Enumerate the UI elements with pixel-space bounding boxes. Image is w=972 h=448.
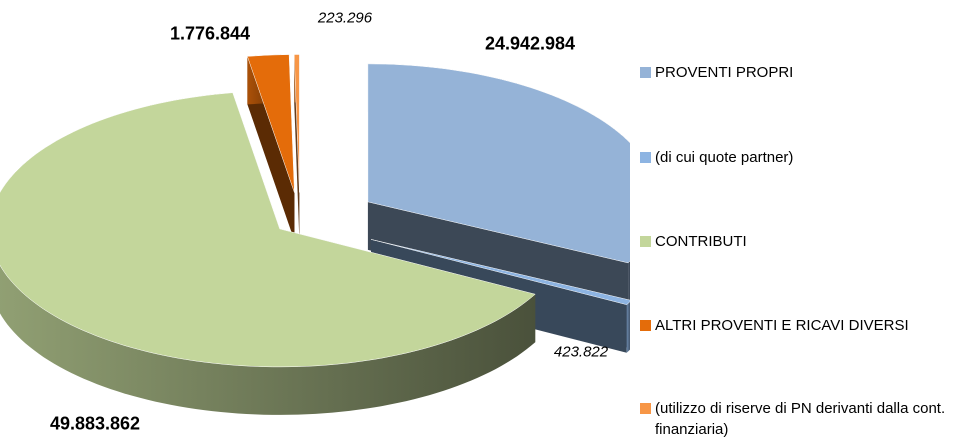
data-label: 49.883.862 xyxy=(49,413,141,434)
legend-label: CONTRIBUTI xyxy=(655,233,747,250)
pie-area xyxy=(0,54,630,415)
data-label: 423.822 xyxy=(553,343,609,361)
legend-swatch xyxy=(640,403,651,414)
data-label: 24.942.984 xyxy=(484,33,576,54)
legend-label: (utilizzo di riserve di PN derivanti dal… xyxy=(655,400,946,438)
legend-label: ALTRI PROVENTI E RICAVI DIVERSI xyxy=(655,317,909,334)
legend-label: (di cui quote partner) xyxy=(655,149,794,166)
slice xyxy=(0,92,536,368)
legend-label: PROVENTI PROPRI xyxy=(655,64,794,81)
legend-swatch xyxy=(640,67,651,78)
slice xyxy=(367,63,630,264)
legend-swatch xyxy=(640,152,651,163)
legend-item: CONTRIBUTI xyxy=(640,231,970,252)
legend-item: (di cui quote partner) xyxy=(640,147,970,168)
legend-swatch xyxy=(640,320,651,331)
legend-swatch xyxy=(640,236,651,247)
data-label: 223.296 xyxy=(317,9,373,27)
slice-wall xyxy=(367,201,629,311)
slice xyxy=(371,239,630,305)
legend-item: (utilizzo di riserve di PN derivanti dal… xyxy=(640,398,970,440)
slice xyxy=(247,54,295,193)
slice-side xyxy=(626,301,630,353)
legend-item: ALTRI PROVENTI E RICAVI DIVERSI xyxy=(640,315,970,336)
legend-item: PROVENTI PROPRI xyxy=(640,62,970,83)
data-label: 1.776.844 xyxy=(169,23,251,44)
slice xyxy=(293,54,300,193)
